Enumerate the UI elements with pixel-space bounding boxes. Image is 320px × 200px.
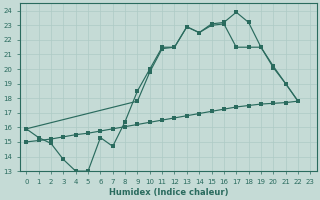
X-axis label: Humidex (Indice chaleur): Humidex (Indice chaleur) (108, 188, 228, 197)
